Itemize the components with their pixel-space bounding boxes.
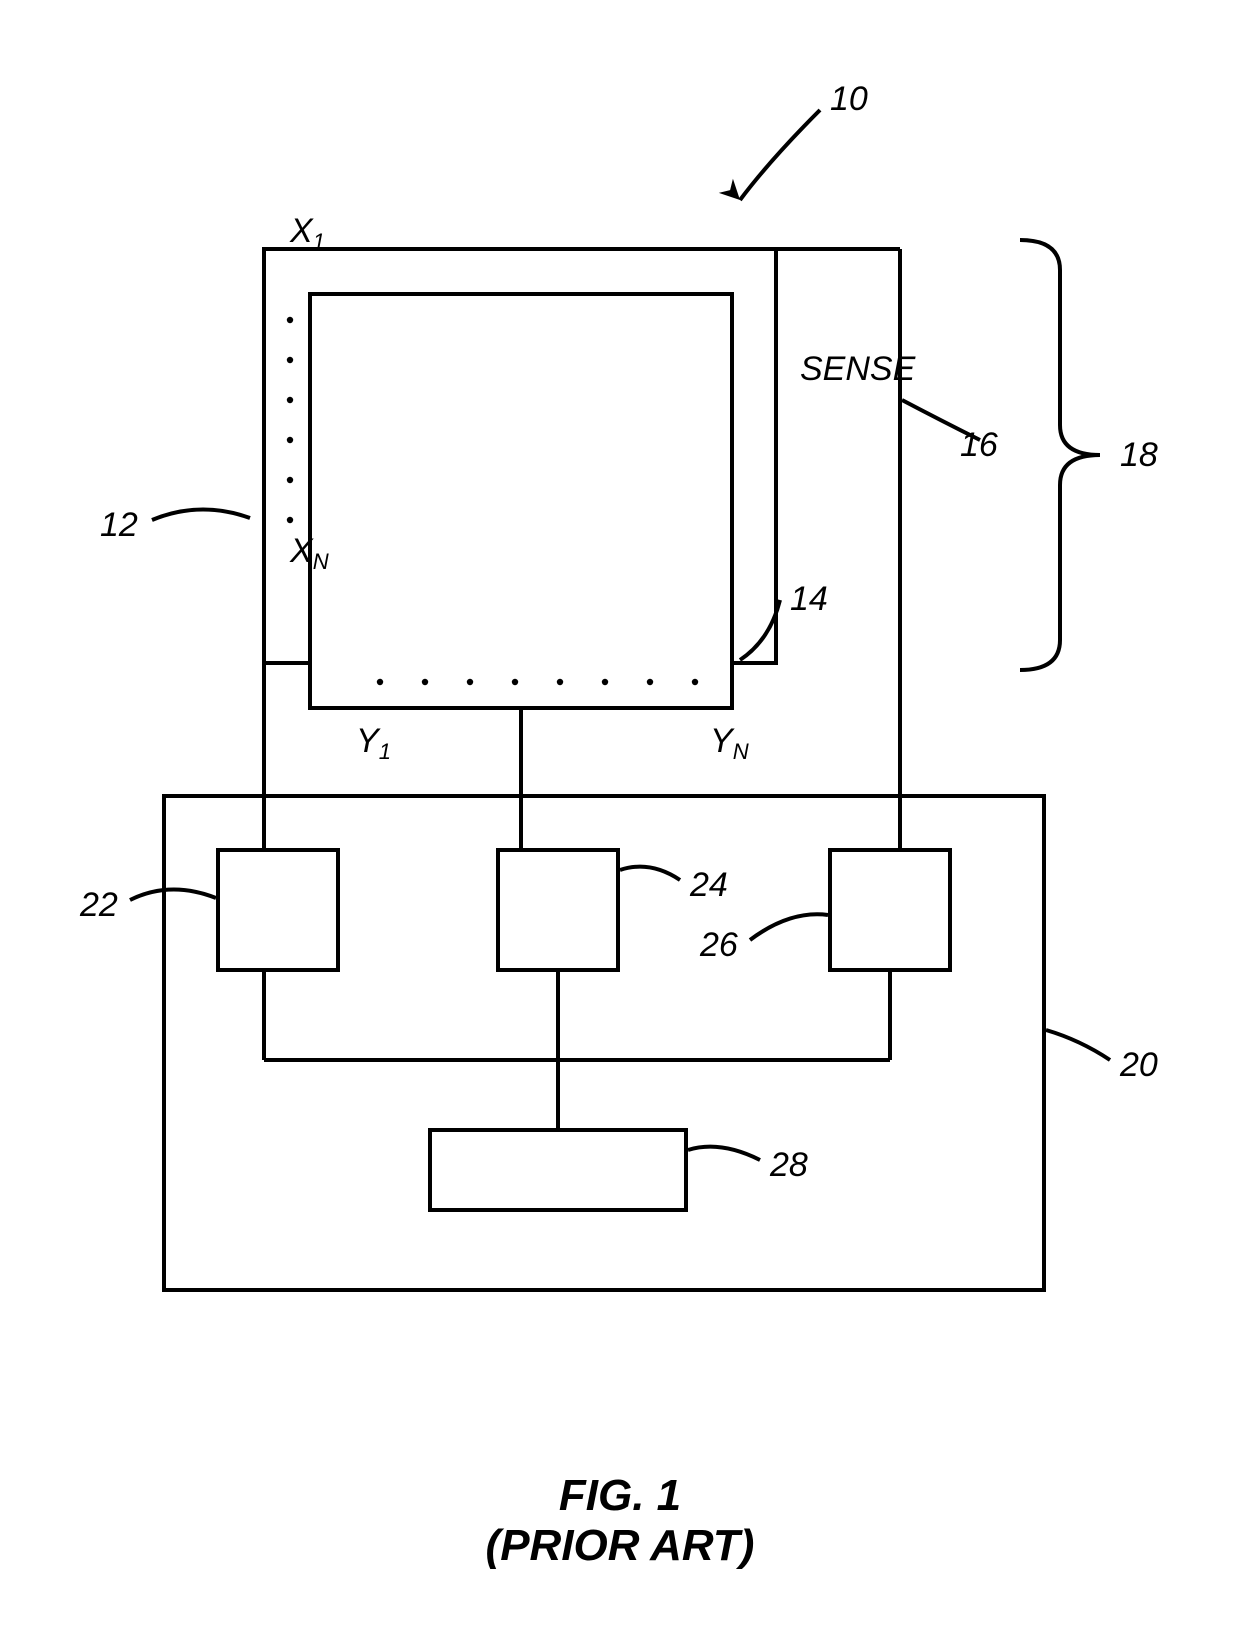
x-dot (287, 397, 293, 403)
y-dot (377, 679, 383, 685)
ref-14: 14 (790, 580, 828, 618)
leader-l12 (152, 509, 250, 520)
ref-20: 20 (1119, 1046, 1158, 1084)
leader-l20 (1046, 1030, 1110, 1060)
ref-10: 10 (830, 80, 868, 118)
b28 (430, 1130, 686, 1210)
label-yn: YN (710, 722, 749, 764)
y-dot (512, 679, 518, 685)
label-y1: Y1 (356, 722, 391, 764)
y_box (310, 294, 732, 708)
arrow-10-head (719, 179, 747, 207)
x-dot (287, 437, 293, 443)
x-dot (287, 477, 293, 483)
ref-24: 24 (689, 866, 728, 904)
b22 (218, 850, 338, 970)
caption-fig: FIG. 1 (559, 1471, 681, 1520)
b26 (830, 850, 950, 970)
ref-12: 12 (100, 506, 138, 544)
x-dot (287, 357, 293, 363)
x-dot (287, 317, 293, 323)
brace-18 (1020, 240, 1100, 670)
x-dot (287, 517, 293, 523)
label-x1: X1 (289, 212, 325, 254)
ref-22: 22 (79, 886, 118, 924)
y-dot (647, 679, 653, 685)
ref-26: 26 (699, 926, 738, 964)
ref-28: 28 (769, 1146, 808, 1184)
y-dot (692, 679, 698, 685)
y-dot (467, 679, 473, 685)
label-sense: SENSE (800, 350, 916, 388)
y-dot (557, 679, 563, 685)
arrow-10-arc (740, 110, 820, 200)
ref-16: 16 (960, 426, 998, 464)
ref-18: 18 (1120, 436, 1158, 474)
b24 (498, 850, 618, 970)
y-dot (602, 679, 608, 685)
y-dot (422, 679, 428, 685)
caption-prior-art: (PRIOR ART) (486, 1521, 755, 1570)
